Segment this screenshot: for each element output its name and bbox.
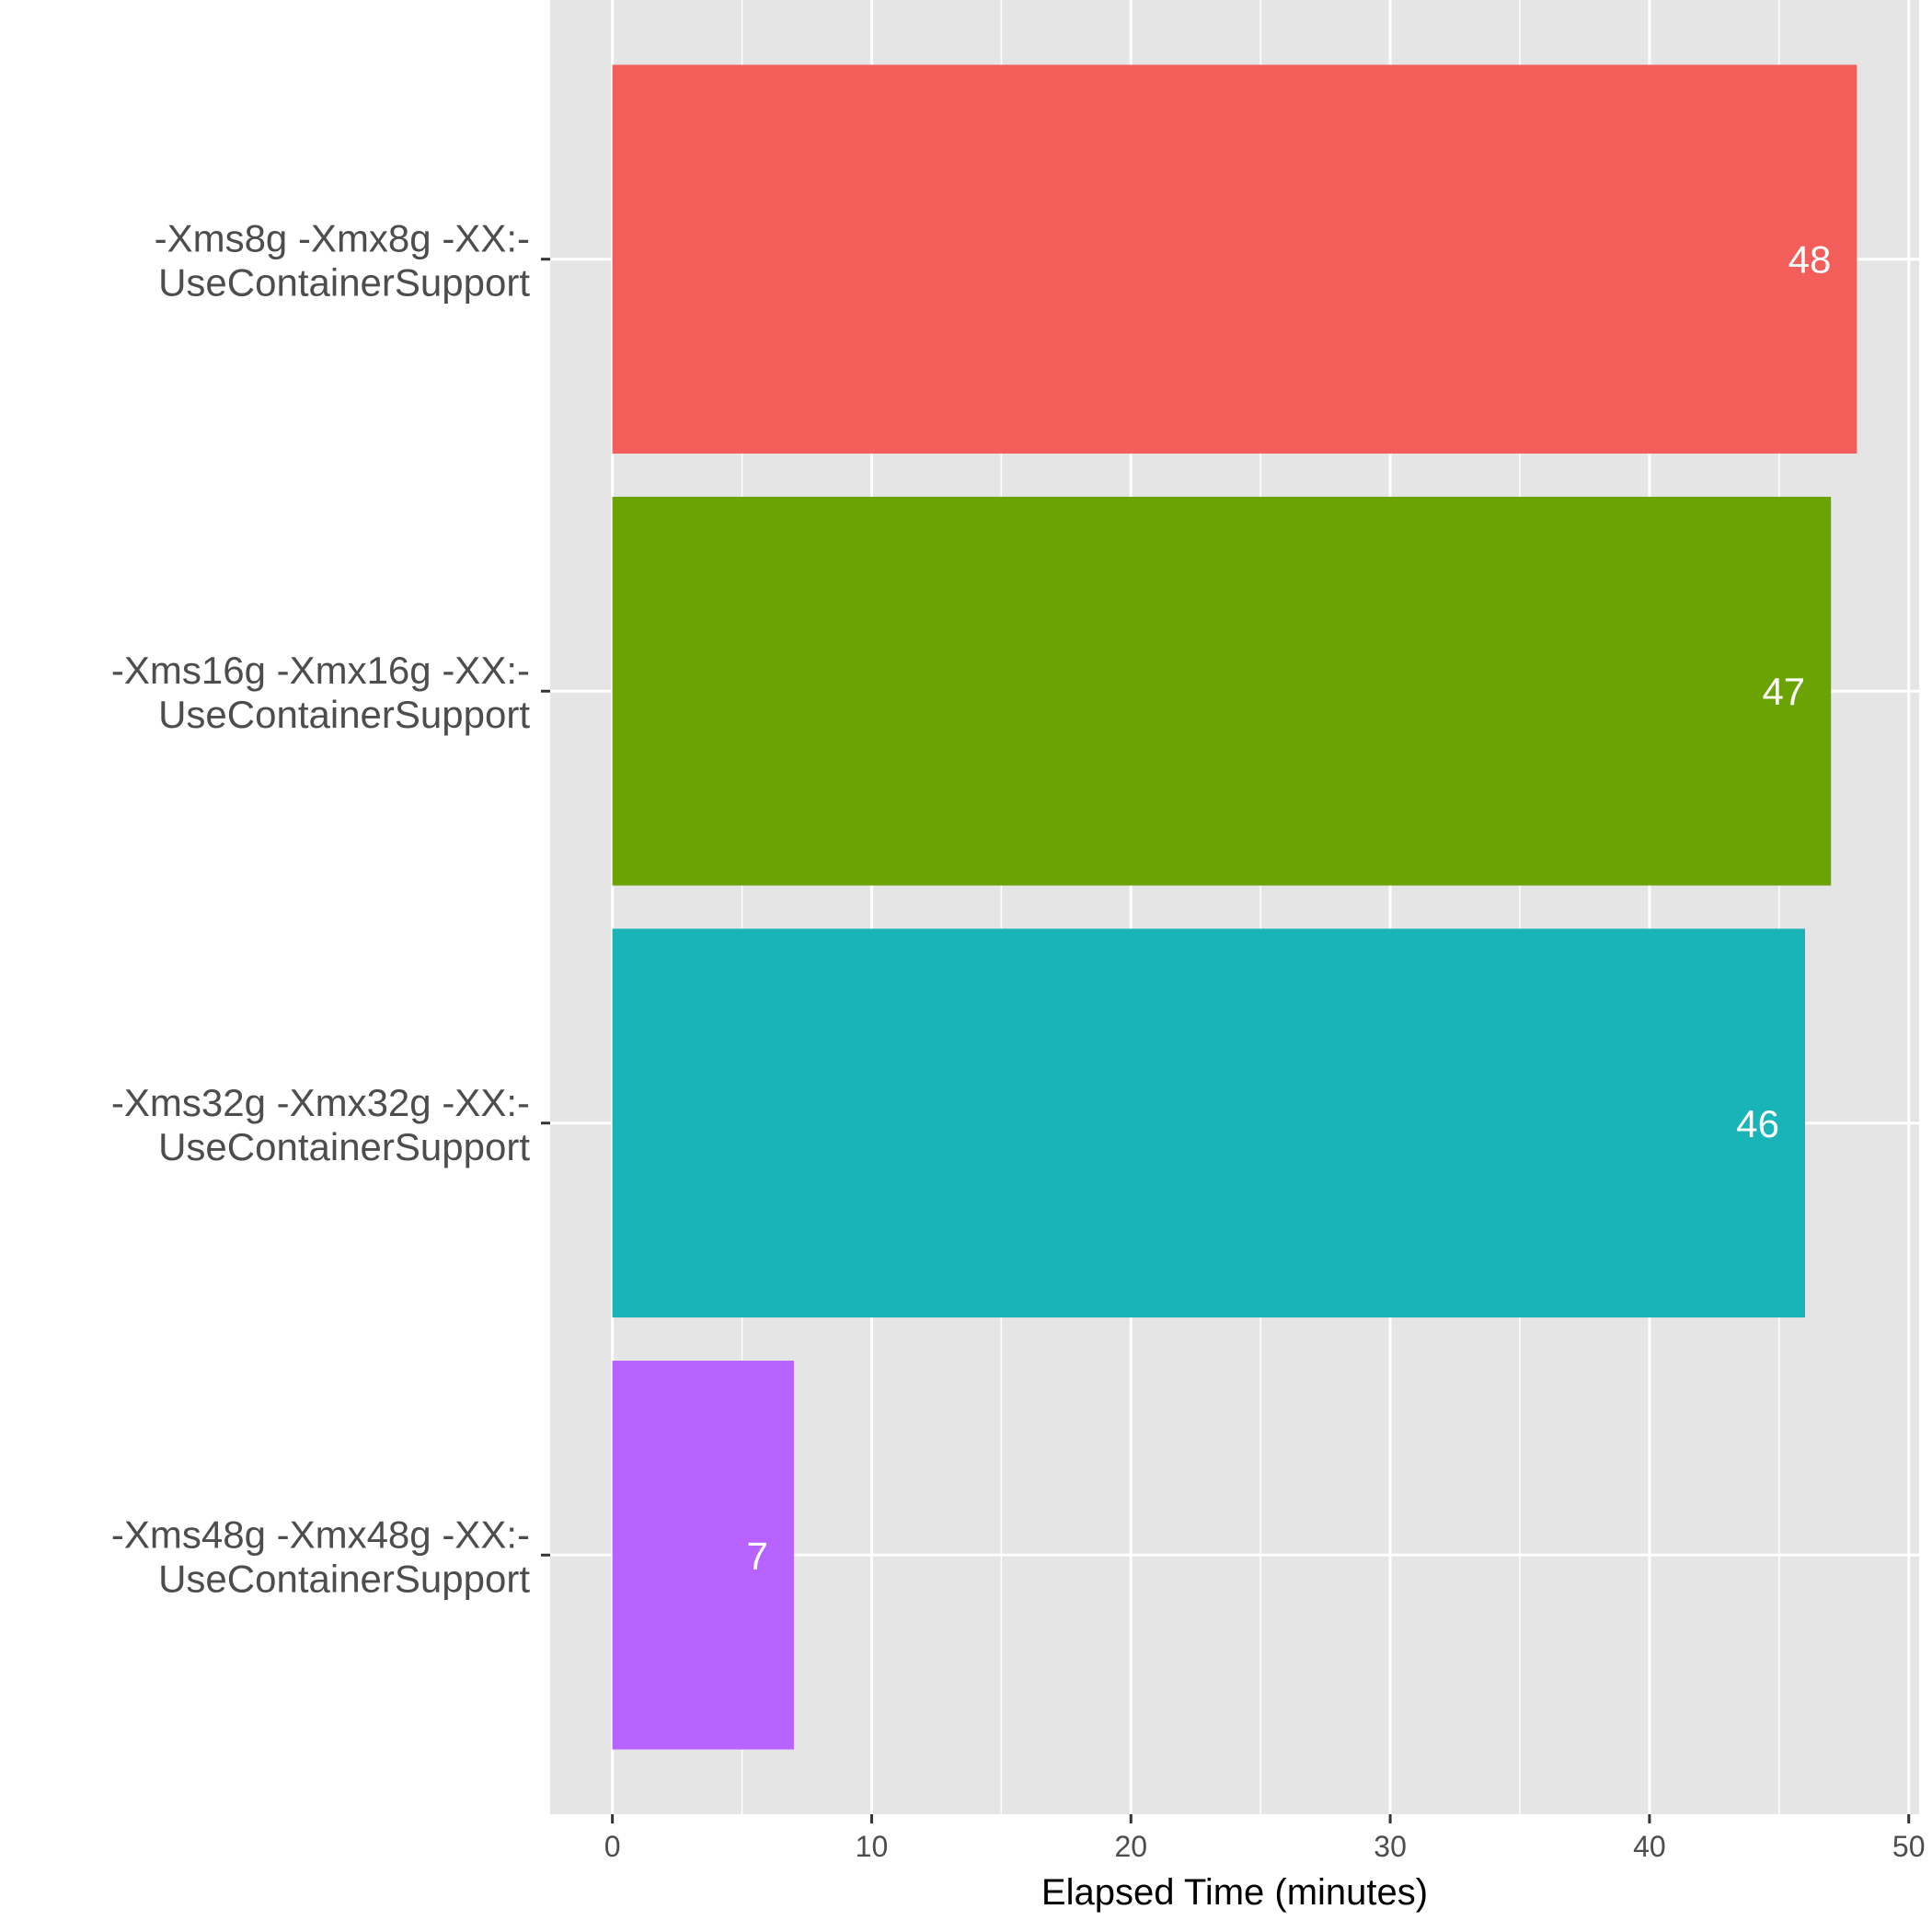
y-category-label-line: UseContainerSupport [158,1125,530,1168]
x-tick-label: 30 [1374,1830,1407,1863]
x-tick-label: 10 [856,1830,889,1863]
bar [612,496,1832,886]
y-axis-ticks [541,258,550,1557]
x-tick-label: 40 [1633,1830,1666,1863]
bar-value-labels: 48 47 46 7 [747,238,1832,1578]
x-axis-title: Elapsed Time (minutes) [1041,1872,1428,1913]
bar-value-label: 48 [1788,238,1832,282]
x-axis-tick-labels: 0 10 20 30 40 50 [604,1830,1926,1863]
bars [612,64,1857,1750]
y-category-label-line: UseContainerSupport [158,261,530,305]
y-category-label: -Xms16g -Xmx16g -XX:-UseContainerSupport [111,649,530,736]
bar [612,928,1805,1318]
y-category-label-line: -Xms8g -Xmx8g -XX:- [155,217,530,260]
y-category-label-line: UseContainerSupport [158,693,530,736]
y-category-label: -Xms48g -Xmx48g -XX:-UseContainerSupport [111,1512,530,1600]
bar [612,1361,794,1750]
bar-value-label: 46 [1736,1102,1779,1145]
y-category-label-line: -Xms32g -Xmx32g -XX:- [111,1081,530,1124]
x-tick-label: 0 [604,1830,621,1863]
y-category-label-line: -Xms48g -Xmx48g -XX:- [111,1512,530,1556]
x-tick-label: 20 [1114,1830,1147,1863]
y-category-label: -Xms32g -Xmx32g -XX:-UseContainerSupport [111,1081,530,1168]
y-axis-labels: -Xms8g -Xmx8g -XX:-UseContainerSupport-X… [111,217,530,1601]
x-axis-ticks [611,1814,1911,1823]
bar [612,64,1857,454]
y-category-label-line: UseContainerSupport [158,1557,530,1600]
y-category-label-line: -Xms16g -Xmx16g -XX:- [111,649,530,692]
y-category-label: -Xms8g -Xmx8g -XX:-UseContainerSupport [155,217,531,305]
bar-value-label: 47 [1762,670,1805,713]
x-tick-label: 50 [1892,1830,1926,1863]
bar-value-label: 7 [747,1534,768,1577]
